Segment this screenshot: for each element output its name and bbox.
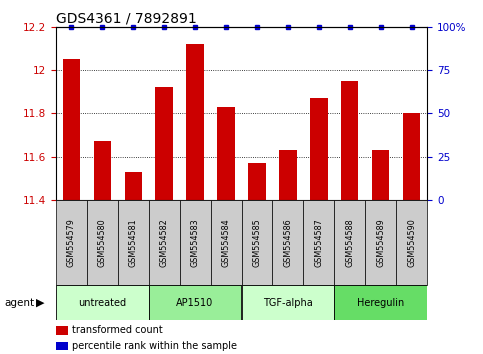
Text: GSM554584: GSM554584	[222, 218, 230, 267]
Bar	[372, 150, 389, 200]
Bar	[334, 285, 427, 320]
Text: GSM554589: GSM554589	[376, 218, 385, 267]
Text: ▶: ▶	[36, 298, 45, 308]
Bar	[217, 107, 235, 200]
Text: GSM554582: GSM554582	[159, 218, 169, 267]
Text: AP1510: AP1510	[176, 298, 213, 308]
Bar	[403, 113, 421, 200]
Bar	[366, 200, 397, 285]
Bar	[397, 200, 427, 285]
Bar	[149, 285, 242, 320]
Bar	[311, 98, 327, 200]
Bar	[94, 142, 111, 200]
Bar	[56, 200, 86, 285]
Text: GSM554590: GSM554590	[408, 218, 416, 267]
Bar	[242, 200, 272, 285]
Bar	[303, 200, 334, 285]
Text: GSM554586: GSM554586	[284, 218, 293, 267]
Bar	[149, 200, 180, 285]
Bar	[211, 200, 242, 285]
Text: percentile rank within the sample: percentile rank within the sample	[72, 341, 238, 351]
Text: GDS4361 / 7892891: GDS4361 / 7892891	[56, 11, 196, 25]
Bar	[117, 200, 149, 285]
Text: transformed count: transformed count	[72, 325, 163, 335]
Bar	[86, 200, 117, 285]
Text: GSM554587: GSM554587	[314, 218, 324, 267]
Text: GSM554580: GSM554580	[98, 218, 107, 267]
Bar	[248, 163, 266, 200]
Text: GSM554581: GSM554581	[128, 218, 138, 267]
Bar	[272, 200, 303, 285]
Bar	[56, 285, 149, 320]
Text: GSM554579: GSM554579	[67, 218, 75, 267]
Bar	[280, 150, 297, 200]
Bar	[156, 87, 172, 200]
Text: GSM554585: GSM554585	[253, 218, 261, 267]
Bar	[341, 81, 358, 200]
Text: agent: agent	[5, 298, 35, 308]
Bar	[62, 59, 80, 200]
Text: GSM554583: GSM554583	[190, 218, 199, 267]
Text: TGF-alpha: TGF-alpha	[263, 298, 313, 308]
Bar	[125, 172, 142, 200]
Bar	[242, 285, 334, 320]
Text: Heregulin: Heregulin	[357, 298, 405, 308]
Text: GSM554588: GSM554588	[345, 218, 355, 267]
Bar	[334, 200, 366, 285]
Bar	[186, 44, 203, 200]
Text: untreated: untreated	[78, 298, 126, 308]
Bar	[180, 200, 211, 285]
